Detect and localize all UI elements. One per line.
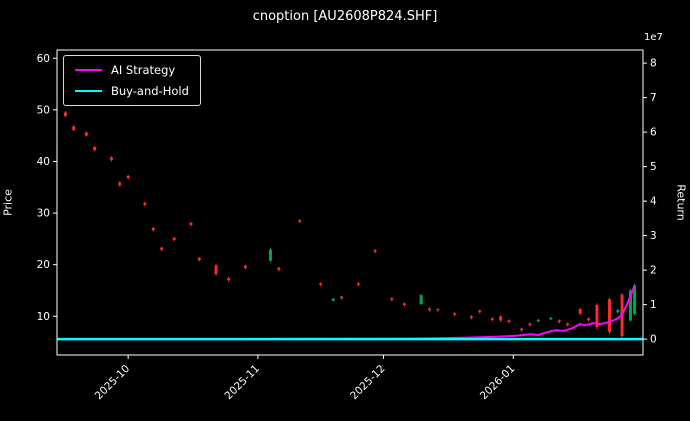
candle-body [243, 265, 247, 268]
candle-body [84, 132, 88, 136]
candle-body [268, 249, 272, 261]
candle-body [453, 313, 457, 315]
return-tick-label: 4 [650, 196, 657, 208]
candle-body [490, 318, 494, 320]
candle-body [109, 157, 113, 160]
candle-body [557, 320, 561, 322]
candle-body [436, 309, 440, 311]
candle-body [566, 323, 570, 326]
return-tick-label: 3 [650, 230, 657, 242]
candle-body [118, 182, 122, 186]
date-tick-label: 2025-11 [223, 363, 263, 403]
candle-body [189, 222, 193, 225]
return-tick-label: 7 [650, 92, 657, 104]
candle-body [143, 202, 147, 205]
buy-and-hold-line-swatch [75, 90, 102, 92]
candle-body [227, 278, 231, 281]
candle-body [63, 112, 67, 117]
y-axis-label-price: Price [1, 189, 15, 216]
return-tick-label: 5 [650, 161, 657, 173]
legend-item-ai-strategy: AI Strategy [75, 63, 189, 77]
legend-label-ai-strategy: AI Strategy [111, 63, 176, 77]
candle-body [93, 147, 97, 151]
candle-body [298, 220, 302, 222]
price-tick-label: 50 [37, 104, 50, 116]
return-tick-label: 1 [650, 299, 657, 311]
candle-body [151, 228, 155, 231]
chart-title: cnoption [AU2608P824.SHF] [252, 9, 438, 24]
legend: AI Strategy Buy-and-Hold [63, 55, 201, 106]
candle-body [608, 299, 612, 332]
candle-body [499, 316, 503, 321]
candle-body [578, 309, 582, 314]
candle-body [428, 308, 432, 311]
candle-body [356, 283, 360, 285]
candle-body [160, 247, 164, 250]
candle-body [469, 316, 473, 318]
axis-offset-text: 1e7 [644, 32, 663, 43]
candle-body [633, 285, 637, 314]
price-tick-label: 20 [37, 259, 50, 271]
price-tick-label: 30 [37, 208, 50, 220]
date-tick-label: 2025-10 [93, 363, 133, 403]
candle-body [628, 290, 632, 321]
candle-body [373, 250, 377, 252]
candle-body [507, 320, 511, 322]
candle-body [402, 303, 406, 305]
candle-body [126, 175, 130, 178]
candle-body [214, 265, 218, 274]
price-tick-label: 60 [37, 53, 50, 65]
return-tick-label: 2 [650, 265, 657, 277]
candle-body [520, 328, 524, 331]
candle-body [197, 257, 201, 261]
candle-body [595, 304, 599, 328]
legend-label-buy-and-hold: Buy-and-Hold [111, 84, 189, 98]
candle-body [72, 126, 76, 130]
candle-body [340, 296, 344, 299]
candle-body [319, 283, 323, 285]
candle-body [390, 298, 394, 300]
price-tick-label: 40 [37, 156, 50, 168]
candle-body [536, 319, 540, 322]
candle-body [549, 317, 553, 320]
candle-body [172, 237, 176, 240]
candle-body [277, 267, 281, 270]
candle-body [419, 295, 423, 304]
return-tick-label: 0 [650, 334, 657, 346]
candle-body [587, 318, 591, 320]
candle-body [331, 298, 335, 301]
ai-strategy-line [65, 285, 636, 341]
candle-body [528, 323, 532, 326]
candle-body [478, 310, 482, 313]
return-tick-label: 8 [650, 58, 657, 70]
date-tick-label: 2025-12 [348, 363, 388, 403]
price-tick-label: 10 [37, 311, 50, 323]
y-axis-label-return: Return [674, 184, 688, 221]
axes-spines [56, 49, 644, 356]
candle-body [616, 310, 620, 313]
ai-strategy-line-swatch [75, 69, 102, 71]
legend-item-buy-and-hold: Buy-and-Hold [75, 84, 189, 98]
return-tick-label: 6 [650, 127, 657, 139]
date-tick-label: 2026-01 [478, 363, 518, 403]
